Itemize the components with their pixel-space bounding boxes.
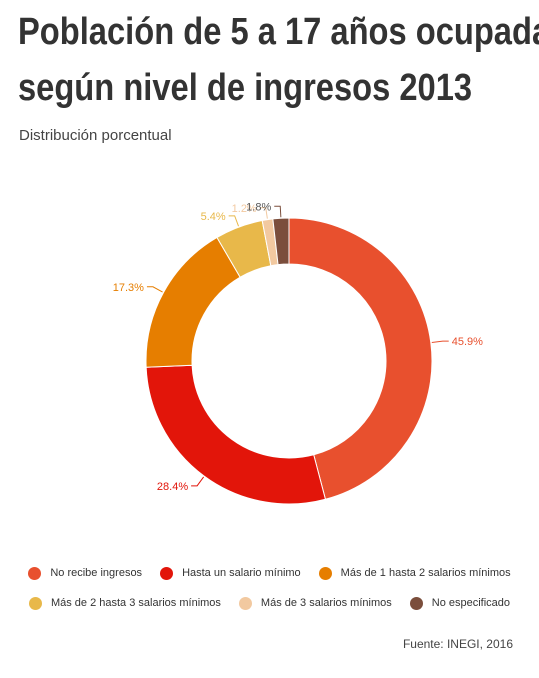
legend-item-1-a-2[interactable]: Más de 1 hasta 2 salarios mínimos [318, 566, 511, 580]
legend-swatch [160, 566, 174, 580]
legend-item-no-recibe[interactable]: No recibe ingresos [28, 566, 143, 580]
legend-item-hasta-uno[interactable]: Hasta un salario mínimo [160, 566, 301, 580]
legend-label: No especificado [431, 597, 511, 609]
leader-line-mas-de-3 [259, 207, 268, 219]
leader-line-1-a-2 [146, 286, 163, 293]
slice-no-recibe[interactable] [288, 217, 433, 500]
title-line-1: Población de 5 a 17 años ocupada [18, 11, 539, 53]
data-label-mas-de-3: 1.2% [232, 203, 257, 215]
slice-1-a-2[interactable] [145, 236, 241, 368]
legend-swatch [28, 566, 42, 580]
slice-no-especificado[interactable] [272, 217, 290, 266]
legend: No recibe ingresos Hasta un salario míni… [0, 558, 539, 618]
data-label-no-especificado: 1.8% [246, 201, 271, 213]
legend-label: Más de 1 hasta 2 salarios mínimos [340, 567, 511, 579]
legend-item-2-a-3[interactable]: Más de 2 hasta 3 salarios mínimos [28, 596, 221, 610]
leader-line-hasta-uno [191, 476, 205, 487]
data-label-2-a-3: 5.4% [201, 211, 226, 223]
leader-line-2-a-3 [228, 215, 239, 227]
chart-title: Población de 5 a 17 años ocupada según n… [18, 4, 539, 116]
title-line-2: según nivel de ingresos 2013 [18, 67, 473, 109]
legend-swatch [318, 566, 332, 580]
legend-swatch [409, 596, 423, 610]
legend-label: No recibe ingresos [50, 567, 143, 579]
data-label-1-a-2: 17.3% [113, 282, 144, 294]
chart-subtitle: Distribución porcentual [19, 127, 172, 144]
donut-chart: 45.9% 28.4% 17.3% 5.4% 1.2%1.8% [113, 201, 483, 505]
legend-label: Más de 2 hasta 3 salarios mínimos [50, 597, 221, 609]
legend-row-2: Más de 2 hasta 3 salarios mínimos Más de… [0, 588, 539, 618]
legend-row-1: No recibe ingresos Hasta un salario míni… [0, 558, 539, 588]
source-note: Fuente: INEGI, 2016 [402, 637, 513, 651]
data-label-no-recibe: 45.9% [452, 336, 483, 348]
leader-line-no-recibe [431, 340, 449, 343]
legend-label: Hasta un salario mínimo [182, 567, 301, 579]
leader-line-no-especificado [274, 205, 282, 218]
data-label-hasta-uno: 28.4% [157, 481, 188, 493]
legend-swatch [28, 596, 42, 610]
legend-swatch [238, 596, 252, 610]
legend-item-no-especificado[interactable]: No especificado [409, 596, 511, 610]
legend-item-mas-de-3[interactable]: Más de 3 salarios mínimos [238, 596, 392, 610]
legend-label: Más de 3 salarios mínimos [260, 597, 392, 609]
